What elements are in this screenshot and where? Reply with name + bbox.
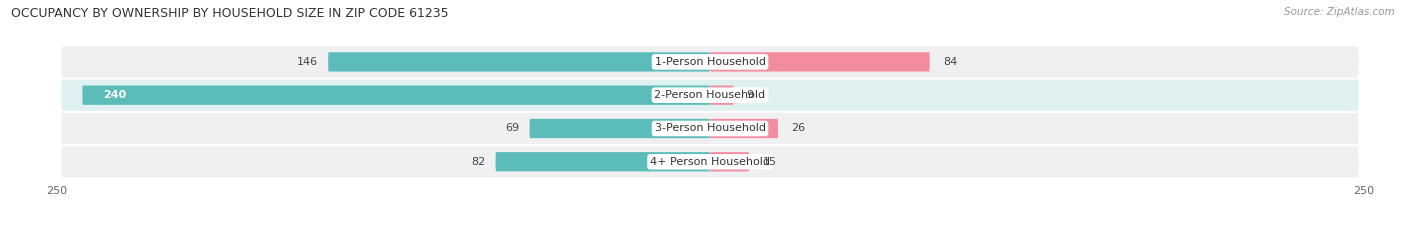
Text: 84: 84 bbox=[943, 57, 957, 67]
Text: 146: 146 bbox=[297, 57, 318, 67]
FancyBboxPatch shape bbox=[62, 113, 1358, 144]
Text: 2-Person Household: 2-Person Household bbox=[654, 90, 766, 100]
FancyBboxPatch shape bbox=[83, 86, 710, 105]
FancyBboxPatch shape bbox=[62, 146, 1358, 177]
FancyBboxPatch shape bbox=[62, 46, 1358, 78]
FancyBboxPatch shape bbox=[530, 119, 710, 138]
Text: OCCUPANCY BY OWNERSHIP BY HOUSEHOLD SIZE IN ZIP CODE 61235: OCCUPANCY BY OWNERSHIP BY HOUSEHOLD SIZE… bbox=[11, 7, 449, 20]
Text: 1-Person Household: 1-Person Household bbox=[655, 57, 765, 67]
Text: 3-Person Household: 3-Person Household bbox=[655, 123, 765, 134]
Text: 26: 26 bbox=[792, 123, 806, 134]
Text: 4+ Person Household: 4+ Person Household bbox=[650, 157, 770, 167]
Text: 82: 82 bbox=[471, 157, 485, 167]
FancyBboxPatch shape bbox=[710, 52, 929, 72]
FancyBboxPatch shape bbox=[62, 79, 1358, 111]
FancyBboxPatch shape bbox=[710, 119, 778, 138]
FancyBboxPatch shape bbox=[710, 86, 734, 105]
Text: 69: 69 bbox=[505, 123, 519, 134]
Text: 15: 15 bbox=[762, 157, 776, 167]
Text: 9: 9 bbox=[747, 90, 754, 100]
Text: 240: 240 bbox=[103, 90, 127, 100]
FancyBboxPatch shape bbox=[710, 152, 749, 171]
Text: Source: ZipAtlas.com: Source: ZipAtlas.com bbox=[1284, 7, 1395, 17]
FancyBboxPatch shape bbox=[328, 52, 710, 72]
FancyBboxPatch shape bbox=[495, 152, 710, 171]
